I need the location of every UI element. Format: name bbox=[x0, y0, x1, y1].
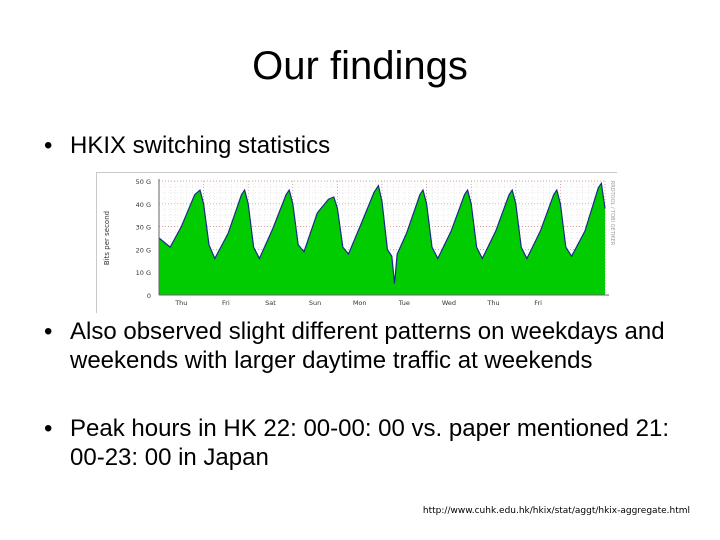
x-tick-label: Wed bbox=[442, 299, 456, 307]
bullet-marker: • bbox=[44, 132, 53, 159]
side-credit-label: RRDTOOL / TOBI OETIKER bbox=[609, 181, 615, 246]
x-tick-label: Thu bbox=[486, 299, 499, 307]
y-axis-label: Bits per second bbox=[103, 211, 111, 265]
bullet-item-peak-hours: • Peak hours in HK 22: 00-00: 00 vs. pap… bbox=[44, 414, 690, 472]
x-tick-label: Sat bbox=[265, 299, 276, 307]
bullet-marker: • bbox=[44, 318, 53, 345]
bullet-marker: • bbox=[44, 415, 53, 442]
source-url: http://www.cuhk.edu.hk/hkix/stat/aggt/hk… bbox=[422, 506, 690, 516]
bullet-text: Peak hours in HK 22: 00-00: 00 vs. paper… bbox=[70, 415, 670, 471]
y-tick-label: 30 G bbox=[136, 224, 151, 232]
traffic-area bbox=[159, 183, 605, 295]
x-tick-label: Fri bbox=[534, 299, 542, 307]
x-tick-label: Fri bbox=[222, 299, 230, 307]
traffic-line bbox=[158, 181, 606, 284]
traffic-chart: 50 G 40 G 30 G 20 G 10 G 0 Thu Fri Sat Sun Mon Tue W… bbox=[96, 172, 617, 313]
x-tick-label: Mon bbox=[353, 299, 367, 307]
x-tick-label: Tue bbox=[398, 299, 410, 307]
y-tick-label: 10 G bbox=[136, 269, 151, 277]
slide-title: Our findings bbox=[252, 44, 468, 88]
y-tick-label: 0 bbox=[147, 292, 151, 300]
bullet-text: Also observed slight different patterns … bbox=[70, 318, 665, 374]
traffic-chart-svg: 50 G 40 G 30 G 20 G 10 G 0 Thu Fri Sat Sun Mon Tue W… bbox=[103, 178, 615, 307]
y-tick-label: 50 G bbox=[136, 178, 151, 186]
bullet-text: HKIX switching statistics bbox=[70, 132, 331, 159]
x-tick-label: Sun bbox=[309, 299, 321, 307]
x-tick-label: Thu bbox=[174, 299, 187, 307]
bullet-item-hkix-stats: • HKIX switching statistics bbox=[44, 131, 690, 160]
y-tick-label: 40 G bbox=[136, 201, 151, 209]
bullet-item-patterns: • Also observed slight different pattern… bbox=[44, 317, 690, 375]
y-tick-label: 20 G bbox=[136, 246, 151, 254]
